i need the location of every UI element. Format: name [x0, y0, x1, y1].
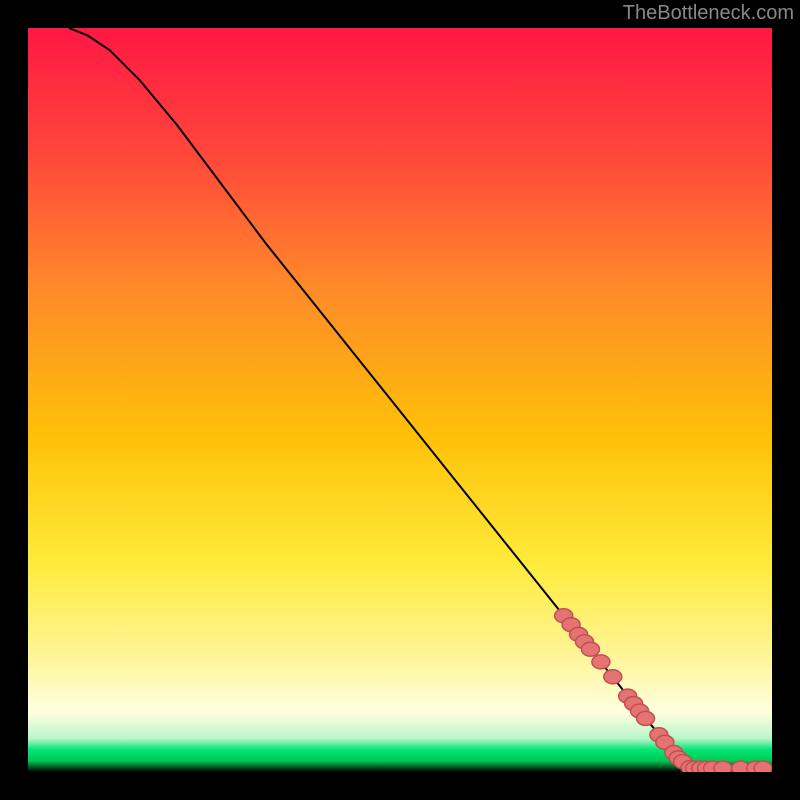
watermark: TheBottleneck.com — [623, 2, 794, 25]
data-marker — [581, 642, 599, 656]
data-marker — [714, 761, 732, 772]
chart-area — [28, 28, 772, 772]
data-marker — [637, 711, 655, 725]
data-marker — [754, 761, 772, 772]
data-marker — [592, 655, 610, 669]
chart-svg — [28, 28, 772, 772]
data-marker — [604, 670, 622, 684]
gradient-background — [28, 28, 772, 772]
